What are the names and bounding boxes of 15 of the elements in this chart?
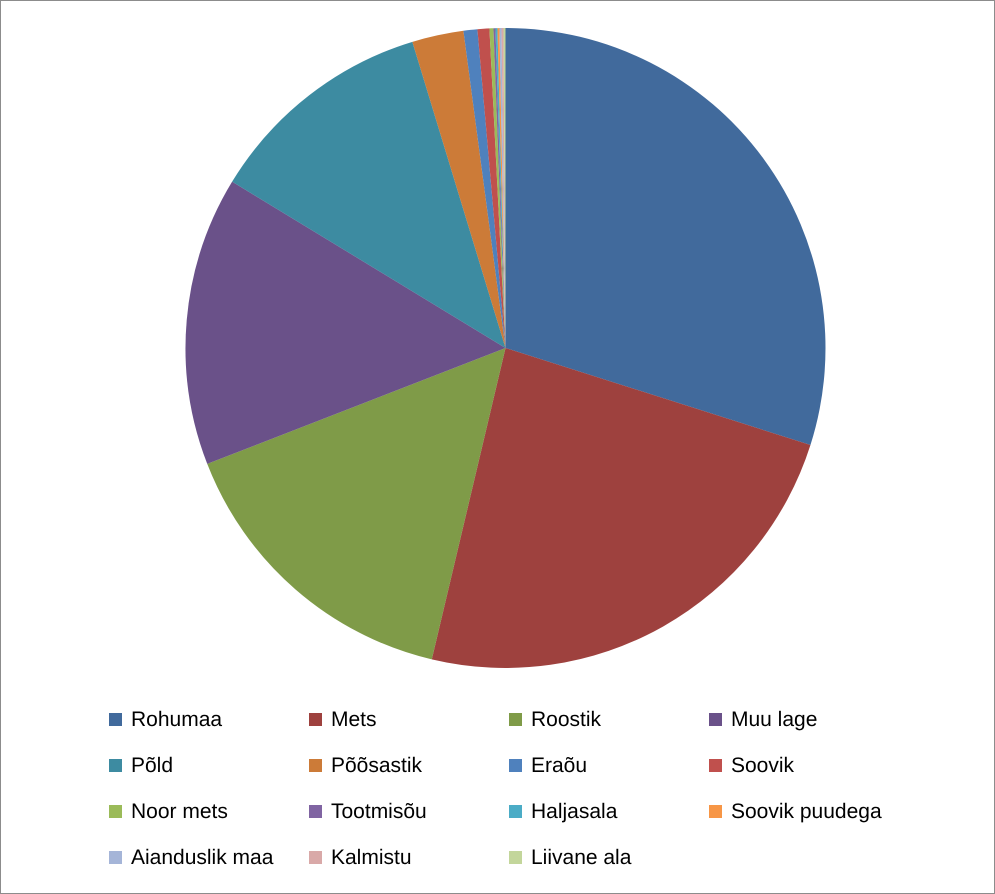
legend-label: Liivane ala	[531, 846, 632, 870]
legend-label: Rohumaa	[131, 708, 222, 732]
legend-label: Põld	[131, 754, 174, 778]
legend-label: Roostik	[531, 708, 602, 732]
legend-label: Põõsastik	[331, 754, 422, 778]
legend-label: Eraõu	[531, 754, 588, 778]
legend-label: Aianduslik maa	[131, 846, 274, 870]
legend-label: Kalmistu	[331, 846, 412, 870]
legend-label: Haljasala	[531, 800, 618, 824]
legend-label: Soovik	[731, 754, 794, 778]
legend-label: Mets	[331, 708, 377, 732]
legend-label: Noor mets	[131, 800, 228, 824]
legend-label: Tootmisõu	[331, 800, 427, 824]
legend-label: Muu lage	[731, 708, 818, 732]
legend-label: Soovik puudega	[731, 800, 882, 824]
